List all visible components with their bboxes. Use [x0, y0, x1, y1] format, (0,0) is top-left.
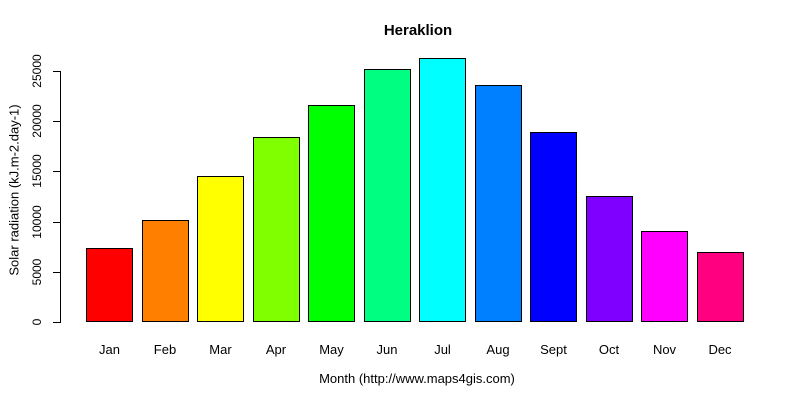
x-tick-label-feb: Feb: [153, 342, 177, 357]
x-tick-label-aug: Aug: [486, 342, 510, 357]
y-axis-title: Solar radiation (kJ.m-2.day-1): [6, 104, 22, 276]
x-tick-label-sept: Sept: [540, 342, 567, 357]
y-tick-label-5000: 5000: [30, 258, 44, 286]
x-tick-label-jun: Jun: [376, 342, 398, 357]
plot-area: [60, 55, 776, 322]
x-tick-label-may: May: [319, 342, 344, 357]
y-tick-mark-15000: [53, 171, 60, 173]
x-tick-label-mar: Mar: [209, 342, 232, 357]
bar-jul: [419, 58, 466, 322]
x-tick-label-dec: Dec: [708, 342, 732, 357]
bar-dec: [696, 252, 744, 322]
y-tick-label-20000: 20000: [30, 104, 44, 138]
bar-feb: [141, 220, 189, 322]
y-tick-mark-25000: [53, 71, 60, 72]
bar-aug: [474, 85, 522, 322]
y-tick-mark-5000: [53, 271, 60, 273]
bar-sept: [530, 132, 577, 322]
y-tick-label-15000: 15000: [30, 154, 44, 189]
x-tick-label-jul: Jul: [434, 342, 451, 357]
chart-title: Heraklion: [383, 22, 453, 39]
y-axis-line: [60, 71, 61, 323]
x-axis-title: Month (http://www.maps4gis.com): [319, 371, 515, 386]
y-tick-label-0: 0: [30, 318, 44, 326]
bar-apr: [252, 137, 300, 322]
y-tick-mark-20000: [53, 121, 60, 123]
bar-oct: [585, 196, 633, 322]
bar-jan: [86, 248, 133, 322]
y-tick-label-10000: 10000: [30, 204, 44, 239]
bar-nov: [641, 231, 688, 322]
y-tick-mark-10000: [53, 221, 60, 223]
x-tick-label-apr: Apr: [265, 342, 287, 357]
bar-jun: [363, 69, 411, 322]
y-tick-mark-0: [53, 322, 60, 323]
x-tick-label-jan: Jan: [99, 342, 120, 357]
bar-mar: [197, 176, 244, 322]
x-tick-label-oct: Oct: [598, 342, 620, 357]
x-tick-label-nov: Nov: [652, 342, 677, 357]
y-tick-label-25000: 25000: [30, 54, 44, 88]
bar-may: [308, 105, 355, 322]
